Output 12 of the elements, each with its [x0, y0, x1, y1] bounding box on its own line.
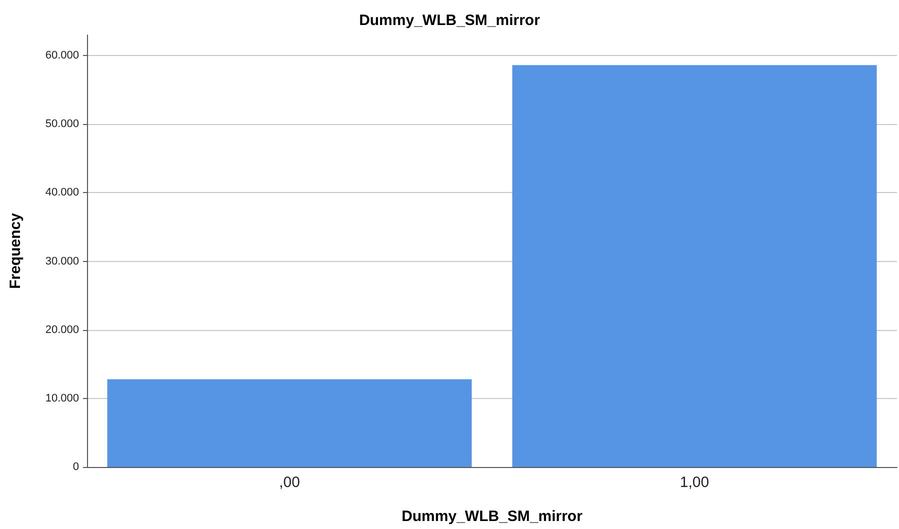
y-tick-label: 30.000 — [45, 255, 79, 268]
chart-title: Dummy_WLB_SM_mirror — [359, 12, 540, 29]
x-tick-label: ,00 — [279, 474, 300, 491]
y-tick-label: 0 — [72, 461, 79, 473]
x-axis-title: Dummy_WLB_SM_mirror — [402, 508, 583, 525]
x-tick-label: 1,00 — [680, 474, 710, 491]
y-tick-label: 20.000 — [45, 324, 79, 336]
y-tick-label: 40.000 — [45, 186, 79, 199]
y-axis-title: Frequency — [7, 212, 24, 289]
y-tick-label: 60.000 — [45, 50, 79, 62]
y-tick-label: 50.000 — [45, 118, 79, 130]
y-tick-label: 10.000 — [45, 392, 79, 404]
